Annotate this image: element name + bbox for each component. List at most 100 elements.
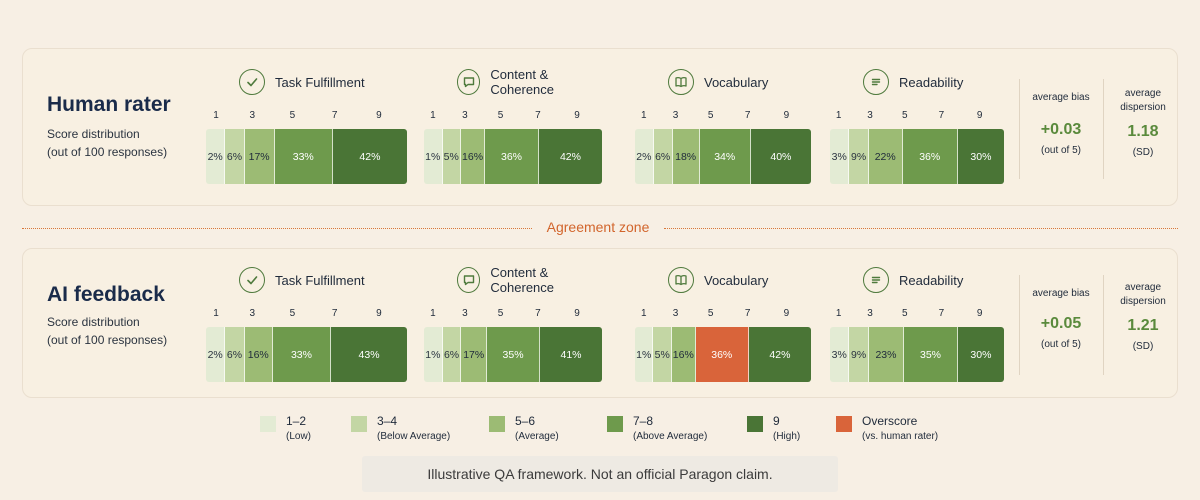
legend-swatch	[747, 416, 763, 432]
bar-segment: 33%	[272, 327, 332, 382]
legend-label: 5–6	[515, 414, 536, 428]
bar-segment: 42%	[332, 129, 407, 184]
criterion-2: Content & Coherence 1 3 5 7 9 1% 6% 17% 35% 41%	[424, 265, 602, 385]
tick-label: 5	[289, 308, 296, 319]
tick-label: 1	[430, 308, 436, 319]
criterion-header: Task Fulfillment	[239, 265, 365, 295]
panel-title: AI feedback	[47, 283, 165, 306]
criterion-name: Task Fulfillment	[275, 74, 365, 90]
divider	[1019, 79, 1020, 179]
bar-segment: 18%	[672, 129, 700, 184]
stat-unit: (out of 5)	[1040, 339, 1082, 350]
tick-label: 1	[213, 110, 219, 121]
tick-label: 7	[744, 110, 751, 121]
bar-segment: 40%	[750, 129, 811, 184]
stat-unit: (out of 5)	[1040, 145, 1082, 156]
bar-segment: 42%	[748, 327, 811, 382]
criterion-name: Vocabulary	[704, 272, 769, 288]
tick-label: 1	[641, 308, 647, 319]
bar-segment: 16%	[671, 327, 696, 382]
legend-item: 7–8 (Above Average)	[607, 414, 707, 444]
bar-segment: 5%	[653, 327, 672, 382]
tick-label: 9	[376, 308, 382, 319]
tick-label: 1	[835, 308, 842, 319]
stat-value: 1.21	[1127, 317, 1159, 334]
stat-label: average dispersion	[1120, 282, 1166, 307]
average-bias-stat: average bias +0.03 (out of 5)	[1023, 91, 1099, 156]
subtitle-line: Score distribution	[47, 127, 140, 141]
tick-label: 5	[289, 110, 296, 121]
bar-segment: 16%	[461, 129, 486, 184]
tick-labels: 1 3 5 7 9	[830, 110, 1004, 124]
criterion-header: Vocabulary	[668, 265, 768, 295]
text-lines-icon	[863, 69, 889, 95]
book-icon	[668, 69, 694, 95]
stat-value: 1.18	[1127, 123, 1159, 140]
distribution-bar: 3% 9% 22% 36% 30%	[830, 129, 1004, 184]
bar-segment: 1%	[424, 129, 443, 184]
criterion-2: Content & Coherence 1 3 5 7 9 1% 5% 16% 36% 42%	[424, 67, 602, 187]
bar-segment: 43%	[331, 327, 407, 382]
tick-label: 3	[867, 308, 873, 319]
criterion-name: Readability	[899, 74, 964, 90]
agreement-zone-label: Agreement zone	[546, 219, 650, 235]
footnote: Illustrative QA framework. Not an offici…	[362, 456, 838, 492]
criterion-name: Task Fulfillment	[275, 272, 365, 288]
legend-sublabel: (Above Average)	[633, 431, 708, 442]
bar-segment: 6%	[653, 129, 673, 184]
stat-label: average bias	[1032, 92, 1090, 103]
legend-sublabel: (High)	[773, 431, 801, 442]
legend-label: 3–4	[377, 414, 398, 428]
criterion-name: Vocabulary	[704, 74, 769, 90]
criterion-3: Vocabulary 1 3 5 7 9 2% 6% 18% 34% 40%	[635, 67, 811, 187]
bar-segment: 3%	[830, 129, 850, 184]
bar-segment: 6%	[225, 129, 245, 184]
stat-unit: (SD)	[1132, 147, 1154, 158]
ai-feedback-panel: AI feedback Score distribution (out of 1…	[22, 248, 1178, 398]
bar-segment: 2%	[206, 129, 226, 184]
legend-text: 9 (High)	[773, 414, 800, 444]
human-rater-panel: Human rater Score distribution (out of 1…	[22, 48, 1178, 206]
tick-label: 3	[672, 110, 679, 121]
stat-label: average bias	[1032, 288, 1090, 299]
tick-label: 1	[641, 110, 647, 121]
tick-label: 5	[497, 110, 504, 121]
criterion-1: Task Fulfillment 1 3 5 7 9 2% 6% 17% 33% 42%	[206, 67, 407, 187]
bar-segment: 6%	[442, 327, 462, 382]
tick-labels: 1 3 5 7 9	[206, 308, 407, 322]
criterion-name: Readability	[899, 272, 964, 288]
panel-subtitle: Score distribution (out of 100 responses…	[47, 125, 167, 161]
tick-label: 5	[707, 110, 714, 121]
bar-segment: 35%	[487, 327, 540, 382]
bar-segment: 2%	[635, 129, 654, 184]
legend-sublabel: (Low)	[286, 431, 312, 442]
tick-label: 9	[783, 110, 790, 121]
subtitle-line: Score distribution	[47, 315, 140, 329]
distribution-bar: 1% 6% 17% 35% 41%	[424, 327, 602, 382]
bar-segment: 36%	[902, 129, 958, 184]
average-dispersion-stat: average dispersion 1.18 (SD)	[1111, 87, 1175, 158]
bar-segment: 22%	[868, 129, 903, 184]
check-icon	[239, 69, 265, 95]
tick-label: 3	[249, 308, 255, 319]
distribution-bar: 3% 9% 23% 35% 30%	[830, 327, 1004, 382]
tick-label: 5	[707, 308, 714, 319]
tick-label: 7	[331, 110, 338, 121]
tick-label: 7	[331, 308, 338, 319]
stat-value: +0.05	[1040, 315, 1082, 332]
divider	[1103, 275, 1104, 375]
stat-value: +0.03	[1040, 121, 1082, 138]
legend-item: 5–6 (Average)	[489, 414, 559, 444]
panel-title: Human rater	[47, 93, 171, 116]
legend-label: 7–8	[633, 414, 654, 428]
tick-label: 9	[976, 110, 983, 121]
tick-label: 5	[497, 308, 504, 319]
tick-labels: 1 3 5 7 9	[635, 308, 811, 322]
bar-segment: 23%	[868, 327, 905, 382]
text-lines-icon	[863, 267, 889, 293]
tick-label: 9	[376, 110, 382, 121]
legend-item: 3–4 (Below Average)	[351, 414, 450, 444]
criterion-4: Readability 1 3 5 7 9 3% 9% 23% 35% 30%	[830, 265, 1004, 385]
bar-segment: 17%	[461, 327, 488, 382]
criterion-name: Content & Coherence	[490, 67, 555, 97]
